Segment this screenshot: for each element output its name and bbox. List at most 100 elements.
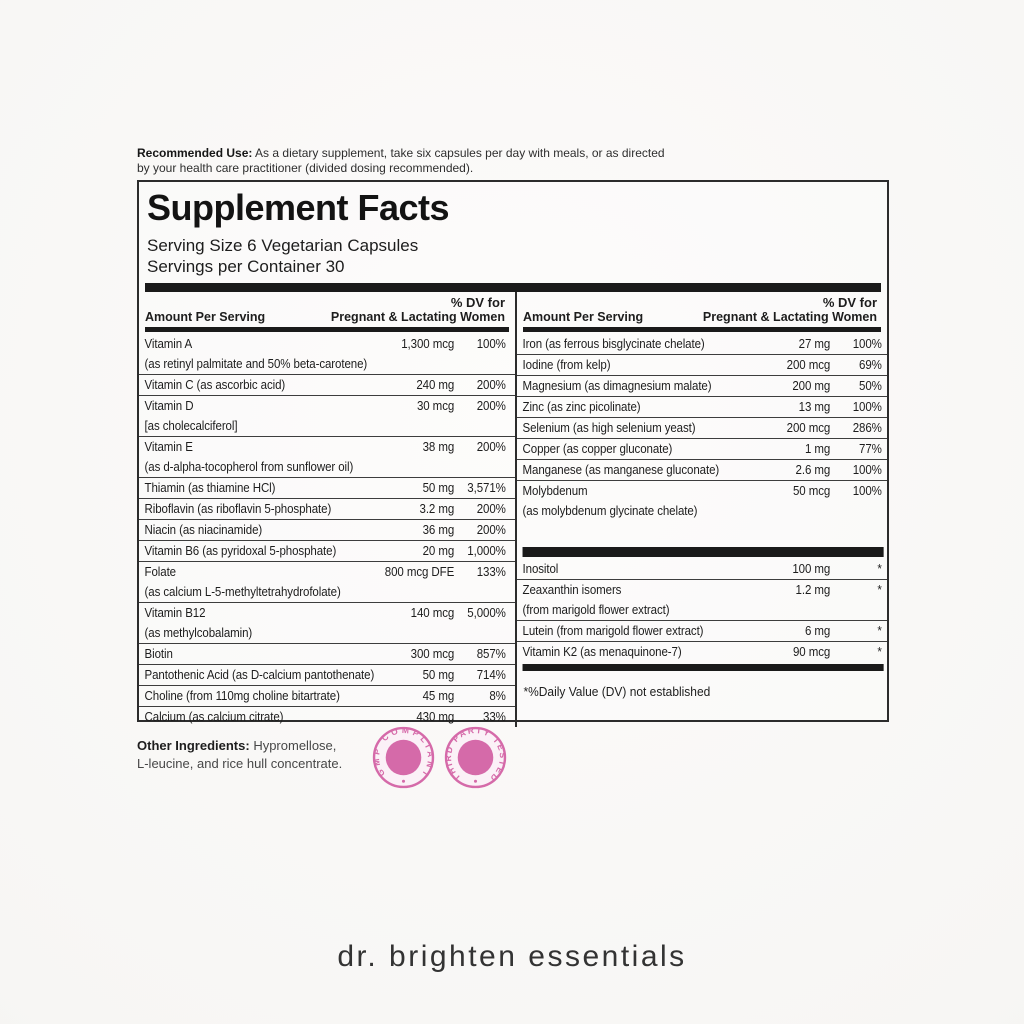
nutrient-dv: * (877, 624, 882, 638)
nutrient-dv: 100% (852, 484, 882, 498)
recommended-use-line2: by your health care practitioner (divide… (137, 160, 474, 175)
pregnant-lactating-label: Pregnant & Lactating Women (702, 310, 877, 324)
nutrient-name: Calcium (as calcium citrate) (144, 710, 284, 724)
certification-badges: GMP COMPLIANT THIRD PARTY TESTED (371, 725, 508, 790)
supplement-facts-panel: Supplement Facts Serving Size 6 Vegetari… (137, 180, 889, 727)
nutrient-row: Choline (from 110mg choline bitartrate) 4… (139, 685, 515, 706)
nutrient-name: Iodine (from kelp) (522, 358, 611, 372)
nutrient-dv: 5,000% (467, 606, 506, 620)
recommended-use-line1: As a dietary supplement, take six capsul… (255, 146, 665, 160)
nutrient-row: Vitamin B12 140 mcg 5,000% (as methylcobala… (139, 602, 515, 643)
nutrient-amount: 50 mg (422, 481, 455, 495)
right-rows-unestablished: Inositol 100 mg * Zeaxanthin isomers 1.2 mg *… (517, 557, 887, 662)
nutrient-amount: 140 mcg (410, 606, 455, 620)
nutrient-dv: 100% (476, 337, 506, 351)
nutrient-row: Pantothenic Acid (as D-calcium pantothen… (139, 664, 515, 685)
brand-wordmark: dr. brighten essentials (337, 940, 687, 973)
nutrient-amount: 30 mcg (416, 399, 455, 413)
nutrient-dv: 100% (852, 400, 882, 414)
nutrient-amount: 200 mg (792, 379, 831, 393)
nutrient-row: Vitamin B6 (as pyridoxal 5-phosphate) 20 … (139, 540, 515, 561)
section-bar (145, 283, 881, 292)
nutrient-row: Niacin (as niacinamide) 36 mg 200% (139, 519, 515, 540)
amount-per-serving-label: Amount Per Serving (145, 310, 266, 324)
nutrient-row: Biotin 300 mcg 857% (139, 643, 515, 664)
nutrient-row: Iron (as ferrous bisglycinate chelate) 27… (517, 334, 887, 354)
right-column: % DV for Amount Per Serving Pregnant & L… (515, 292, 887, 727)
nutrient-name: Zeaxanthin isomers (522, 583, 622, 597)
nutrient-name: Vitamin K2 (as menaquinone-7) (522, 645, 682, 659)
nutrient-dv: 100% (852, 463, 882, 477)
nutrition-columns: % DV for Amount Per Serving Pregnant & L… (139, 292, 887, 727)
dv-for-label: % DV for (822, 295, 877, 310)
left-column: % DV for Amount Per Serving Pregnant & L… (139, 292, 515, 727)
nutrient-row: Vitamin C (as ascorbic acid) 240 mg 200% (139, 374, 515, 395)
other-ingredients-line2: L-leucine, and rice hull concentrate. (137, 755, 343, 771)
right-column-header: % DV for Amount Per Serving Pregnant & L… (517, 292, 887, 327)
nutrient-amount: 240 mg (416, 378, 455, 392)
nutrient-subline: (as retinyl palmitate and 50% beta-carot… (144, 357, 368, 371)
third-party-tested-badge: THIRD PARTY TESTED (443, 725, 508, 789)
nutrient-name: Lutein (from marigold flower extract) (522, 624, 704, 638)
nutrient-dv: 714% (476, 668, 506, 682)
nutrient-dv: 200% (476, 523, 506, 537)
nutrient-name: Vitamin B6 (as pyridoxal 5-phosphate) (144, 544, 337, 558)
nutrient-dv: 200% (476, 399, 506, 413)
badge-inner-circle (385, 739, 422, 776)
nutrient-name: Folate (144, 565, 177, 579)
nutrient-dv: 286% (852, 421, 882, 435)
nutrient-name: Vitamin A (144, 337, 193, 351)
gmp-compliant-badge: GMP COMPLIANT (371, 725, 436, 789)
nutrient-amount: 430 mg (416, 710, 455, 724)
nutrient-amount: 2.6 mg (795, 463, 831, 477)
nutrient-amount: 38 mg (422, 440, 455, 454)
nutrient-amount: 50 mg (422, 668, 455, 682)
serving-size: Serving Size 6 Vegetarian Capsules (147, 236, 419, 255)
section-bar (145, 327, 509, 332)
nutrient-name: Pantothenic Acid (as D-calcium pantothen… (144, 668, 375, 682)
nutrient-amount: 13 mg (798, 400, 831, 414)
nutrient-amount: 6 mg (804, 624, 831, 638)
pregnant-lactating-label: Pregnant & Lactating Women (330, 310, 505, 324)
recommended-use-label: Recommended Use: (137, 146, 253, 160)
nutrient-name: Riboflavin (as riboflavin 5-phosphate) (144, 502, 332, 516)
section-bar (522, 547, 884, 557)
other-ingredients-label: Other Ingredients: (137, 738, 250, 753)
section-bar (523, 327, 881, 332)
other-ingredients-line1: Hypromellose, (253, 738, 337, 753)
nutrient-name: Biotin (144, 647, 173, 661)
nutrient-dv: 50% (859, 379, 882, 393)
nutrient-subline: (as calcium L-5-methyltetrahydrofolate) (144, 585, 341, 599)
nutrient-row: Inositol 100 mg * (517, 559, 887, 579)
nutrient-row: Folate 800 mcg DFE 133% (as calcium L-5-met… (139, 561, 515, 602)
panel-header: Supplement Facts Serving Size 6 Vegetari… (139, 182, 887, 277)
dv-footnote: *%Daily Value (DV) not established (523, 684, 711, 699)
recommended-use: Recommended Use: As a dietary supplement… (137, 146, 777, 175)
servings-per-container: Servings per Container 30 (147, 257, 345, 276)
badge-bottom-dot (401, 779, 406, 783)
nutrient-amount: 27 mg (798, 337, 831, 351)
spacer (517, 521, 887, 547)
nutrient-amount: 1,300 mcg (401, 337, 455, 351)
nutrient-name: Molybdenum (522, 484, 588, 498)
badge-inner-circle (457, 739, 494, 776)
nutrient-amount: 800 mcg DFE (384, 565, 455, 579)
nutrient-name: Vitamin E (144, 440, 193, 454)
nutrient-amount: 20 mg (422, 544, 455, 558)
nutrient-name: Thiamin (as thiamine HCl) (144, 481, 276, 495)
nutrient-row: Thiamin (as thiamine HCl) 50 mg 3,571% (139, 477, 515, 498)
nutrient-name: Magnesium (as dimagnesium malate) (522, 379, 712, 393)
nutrient-row: Copper (as copper gluconate) 1 mg 77% (517, 438, 887, 459)
panel-title: Supplement Facts (147, 187, 450, 228)
nutrient-subline: [as cholecalciferol] (144, 419, 238, 433)
nutrient-name: Vitamin C (as ascorbic acid) (144, 378, 286, 392)
nutrient-name: Copper (as copper gluconate) (522, 442, 673, 456)
nutrient-row: Zinc (as zinc picolinate) 13 mg 100% (517, 396, 887, 417)
nutrient-dv: 200% (476, 502, 506, 516)
nutrient-amount: 200 mcg (786, 421, 831, 435)
left-rows: Vitamin A 1,300 mcg 100% (as retinyl palmit… (139, 332, 515, 727)
nutrient-row: Iodine (from kelp) 200 mcg 69% (517, 354, 887, 375)
nutrient-row: Magnesium (as dimagnesium malate) 200 mg 5… (517, 375, 887, 396)
nutrient-row: Vitamin E 38 mg 200% (as d-alpha-tocopherol… (139, 436, 515, 477)
section-bar (522, 664, 884, 671)
